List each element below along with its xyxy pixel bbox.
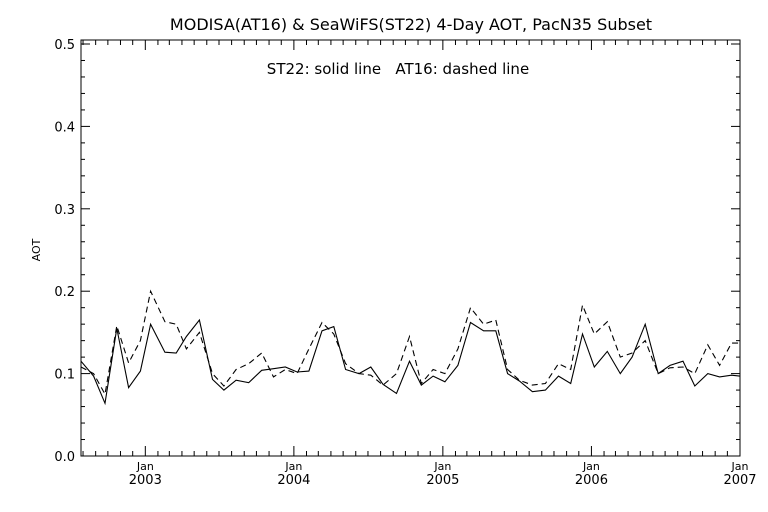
x-tick-year-label: 2007 — [723, 473, 756, 488]
y-tick-label: 0.2 — [54, 285, 75, 300]
x-tick-year-label: 2005 — [426, 473, 459, 488]
series-layer — [80, 289, 740, 406]
series-line-st22 — [80, 318, 740, 406]
y-tick-label: 0.5 — [54, 38, 75, 53]
x-tick-month-label: Jan — [582, 460, 600, 473]
axes: 0.00.10.20.30.40.5Jan2003Jan2004Jan2005J… — [54, 38, 756, 488]
chart-title: MODISA(AT16) & SeaWiFS(ST22) 4-Day AOT, … — [170, 15, 652, 34]
y-tick-label: 0.0 — [54, 450, 75, 465]
y-tick-label: 0.4 — [54, 120, 75, 135]
x-tick-month-label: Jan — [136, 460, 154, 473]
y-axis-label: AOT — [30, 238, 43, 261]
legend-annotation: ST22: solid line AT16: dashed line — [267, 60, 529, 78]
y-tick-label: 0.1 — [54, 368, 75, 383]
x-tick-year-label: 2006 — [575, 473, 608, 488]
series-line-at16 — [80, 289, 740, 396]
x-tick-month-label: Jan — [284, 460, 302, 473]
x-tick-year-label: 2003 — [129, 473, 162, 488]
plot-frame — [80, 39, 741, 457]
x-tick-year-label: 2004 — [277, 473, 310, 488]
y-tick-label: 0.3 — [54, 203, 75, 218]
x-tick-month-label: Jan — [731, 460, 749, 473]
x-tick-month-label: Jan — [433, 460, 451, 473]
